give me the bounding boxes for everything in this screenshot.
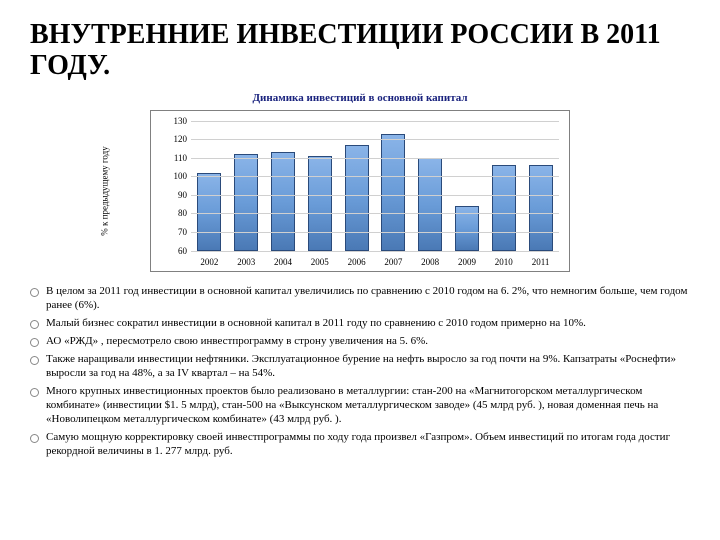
y-tick-label: 90: [161, 190, 187, 200]
gridline: [191, 158, 559, 159]
x-tick-label: 2010: [485, 257, 522, 267]
x-tick-label: 2008: [412, 257, 449, 267]
bullet-item: АО «РЖД» , пересмотрело свою инвестпрогр…: [30, 334, 690, 348]
bar: [197, 173, 221, 251]
slide: ВНУТРЕННИЕ ИНВЕСТИЦИИ РОССИИ В 2011 ГОДУ…: [0, 0, 720, 540]
bullet-list: В целом за 2011 год инвестиции в основно…: [30, 284, 690, 459]
x-labels: 2002200320042005200620072008200920102011: [191, 257, 559, 267]
plot-area: 2002200320042005200620072008200920102011…: [191, 121, 559, 251]
chart-title: Динамика инвестиций в основной капитал: [150, 92, 570, 104]
x-tick-label: 2011: [522, 257, 559, 267]
gridline: [191, 176, 559, 177]
y-axis-label: % к предыдущему году: [99, 146, 109, 235]
gridline: [191, 213, 559, 214]
gridline: [191, 232, 559, 233]
bar: [492, 165, 516, 250]
bar: [345, 145, 369, 251]
y-tick-label: 130: [161, 116, 187, 126]
gridline: [191, 195, 559, 196]
bar: [234, 154, 258, 251]
x-tick-label: 2004: [265, 257, 302, 267]
bullet-item: Самую мощную корректировку своей инвестп…: [30, 430, 690, 458]
x-tick-label: 2002: [191, 257, 228, 267]
chart-container: Динамика инвестиций в основной капитал %…: [150, 92, 570, 272]
y-tick-label: 80: [161, 208, 187, 218]
x-tick-label: 2006: [338, 257, 375, 267]
gridline: [191, 251, 559, 252]
gridline: [191, 121, 559, 122]
bullet-item: В целом за 2011 год инвестиции в основно…: [30, 284, 690, 312]
bar: [308, 156, 332, 251]
bar: [418, 158, 442, 251]
bar: [381, 134, 405, 251]
slide-title: ВНУТРЕННИЕ ИНВЕСТИЦИИ РОССИИ В 2011 ГОДУ…: [30, 20, 690, 82]
x-tick-label: 2009: [449, 257, 486, 267]
bullet-item: Малый бизнес сократил инвестиции в основ…: [30, 316, 690, 330]
bullet-item: Также наращивали инвестиции нефтяники. Э…: [30, 352, 690, 380]
x-tick-label: 2005: [301, 257, 338, 267]
y-tick-label: 60: [161, 246, 187, 256]
bullet-item: Много крупных инвестиционных проектов бы…: [30, 384, 690, 426]
y-tick-label: 110: [161, 153, 187, 163]
x-tick-label: 2003: [228, 257, 265, 267]
bar: [271, 152, 295, 250]
bar: [529, 165, 553, 250]
y-tick-label: 70: [161, 227, 187, 237]
bar-chart: % к предыдущему году 2002200320042005200…: [150, 110, 570, 272]
gridline: [191, 139, 559, 140]
y-tick-label: 120: [161, 134, 187, 144]
x-tick-label: 2007: [375, 257, 412, 267]
y-tick-label: 100: [161, 171, 187, 181]
